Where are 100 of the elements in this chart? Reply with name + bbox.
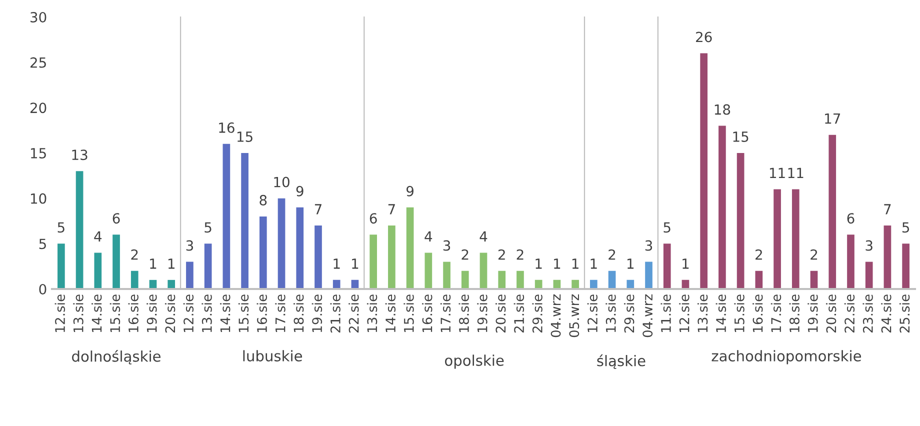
- data-label: 1: [590, 258, 597, 269]
- x-axis-title: śląskie: [597, 354, 646, 369]
- data-label: 6: [370, 213, 377, 224]
- x-tick-label: 04.wrz: [550, 294, 561, 338]
- bar: [498, 270, 506, 289]
- x-tick-label: 04.wrz: [642, 294, 653, 338]
- bar: [865, 262, 873, 289]
- data-label: 7: [314, 204, 322, 214]
- bar: [718, 126, 726, 289]
- x-tick-label: 20.sie: [826, 294, 836, 333]
- bar: [370, 234, 377, 289]
- x-axis-title: lubuskie: [243, 350, 302, 362]
- bar: [572, 280, 579, 289]
- x-tick-label: 19.sie: [477, 294, 488, 332]
- bar: [480, 252, 488, 289]
- x-tick-label: 19.sie: [808, 294, 818, 332]
- data-label: 3: [186, 240, 194, 251]
- data-label: 1: [554, 258, 560, 269]
- bar: [204, 244, 212, 289]
- bar: [168, 280, 176, 289]
- x-tick-label: 20.sie: [164, 294, 176, 333]
- x-tick-label: 16.sie: [256, 294, 267, 332]
- data-label: 2: [462, 249, 468, 260]
- x-tick-label: 19.sie: [312, 294, 322, 332]
- data-label: 2: [608, 249, 616, 260]
- data-label: 1: [572, 258, 578, 269]
- y-tick-label: 0: [39, 284, 46, 294]
- data-label: 10: [274, 176, 290, 188]
- bar: [902, 244, 910, 289]
- bar: [534, 280, 542, 289]
- data-label: 2: [498, 249, 505, 260]
- data-label: 1: [150, 258, 156, 269]
- data-label: 4: [94, 231, 102, 242]
- data-label: 5: [58, 222, 64, 233]
- data-label: 4: [424, 231, 432, 242]
- x-tick-label: 22.sie: [348, 294, 359, 333]
- bar: [94, 252, 102, 289]
- data-label: 6: [112, 213, 120, 224]
- data-label: 26: [696, 32, 712, 42]
- y-tick-label: 20: [30, 102, 46, 114]
- x-tick-label: 05.wrz: [569, 294, 580, 338]
- data-label: 2: [131, 249, 138, 260]
- bar: [461, 270, 469, 289]
- bar: [278, 198, 286, 289]
- x-tick-label: 29.sie: [532, 294, 542, 333]
- data-label: 11: [770, 168, 785, 178]
- bar: [296, 207, 304, 289]
- x-tick-label: 16.sie: [128, 294, 138, 332]
- data-label: 2: [756, 249, 762, 260]
- x-tick-label: 14.sie: [92, 294, 102, 332]
- y-tick-label: 10: [30, 193, 46, 204]
- x-tick-label: 12.sie: [679, 294, 690, 332]
- bar: [76, 171, 84, 289]
- x-tick-label: 18.sie: [789, 294, 800, 332]
- x-tick-label: 16.sie: [752, 294, 763, 332]
- data-label: 11: [788, 168, 804, 178]
- data-label: 7: [388, 204, 395, 214]
- x-tick-label: 21.sie: [330, 294, 340, 333]
- x-tick-label: 17.sie: [770, 294, 782, 332]
- data-label: 5: [902, 222, 910, 233]
- data-label: 3: [645, 240, 652, 251]
- x-tick-label: 13.sie: [366, 294, 378, 332]
- bar: [222, 144, 230, 289]
- bar: [828, 134, 836, 289]
- x-tick-label: 15.sie: [404, 294, 414, 332]
- x-tick-label: 17.sie: [440, 294, 451, 332]
- data-label: 1: [536, 258, 542, 269]
- x-tick-label: 18.sie: [294, 294, 304, 332]
- data-label: 2: [516, 249, 524, 260]
- x-tick-label: 13.sie: [697, 294, 708, 332]
- bar: [774, 189, 781, 289]
- x-tick-label: 21.sie: [514, 294, 524, 333]
- bar: [406, 207, 414, 289]
- data-label: 3: [866, 240, 872, 251]
- data-label: 2: [810, 249, 818, 260]
- data-label: 3: [443, 240, 450, 251]
- data-label: 9: [296, 186, 304, 196]
- x-axis-title: opolskie: [445, 354, 504, 369]
- bar: [847, 234, 854, 289]
- x-tick-label: 24.sie: [881, 294, 892, 333]
- x-tick-label: 13.sie: [202, 294, 212, 332]
- data-label: 6: [847, 213, 854, 224]
- bar: [241, 153, 248, 289]
- bar: [314, 226, 322, 289]
- data-label: 1: [334, 258, 340, 269]
- x-tick-label: 12.sie: [183, 294, 194, 332]
- x-axis-title: dolnośląskie: [72, 350, 161, 364]
- data-label: 5: [204, 222, 212, 233]
- data-label: 7: [884, 204, 891, 214]
- bar: [884, 226, 892, 289]
- bar: [259, 216, 267, 289]
- x-axis-title: zachodniopomorskie: [712, 350, 861, 364]
- x-tick-label: 16.sie: [422, 294, 432, 332]
- x-tick-label: 12.sie: [54, 294, 66, 332]
- x-tick-label: 11.sie: [660, 294, 671, 332]
- bar: [792, 189, 800, 289]
- x-tick-label: 14.sie: [385, 294, 396, 332]
- data-label: 15: [733, 132, 748, 142]
- x-tick-label: 29.sie: [624, 294, 634, 333]
- data-label: 1: [352, 258, 358, 269]
